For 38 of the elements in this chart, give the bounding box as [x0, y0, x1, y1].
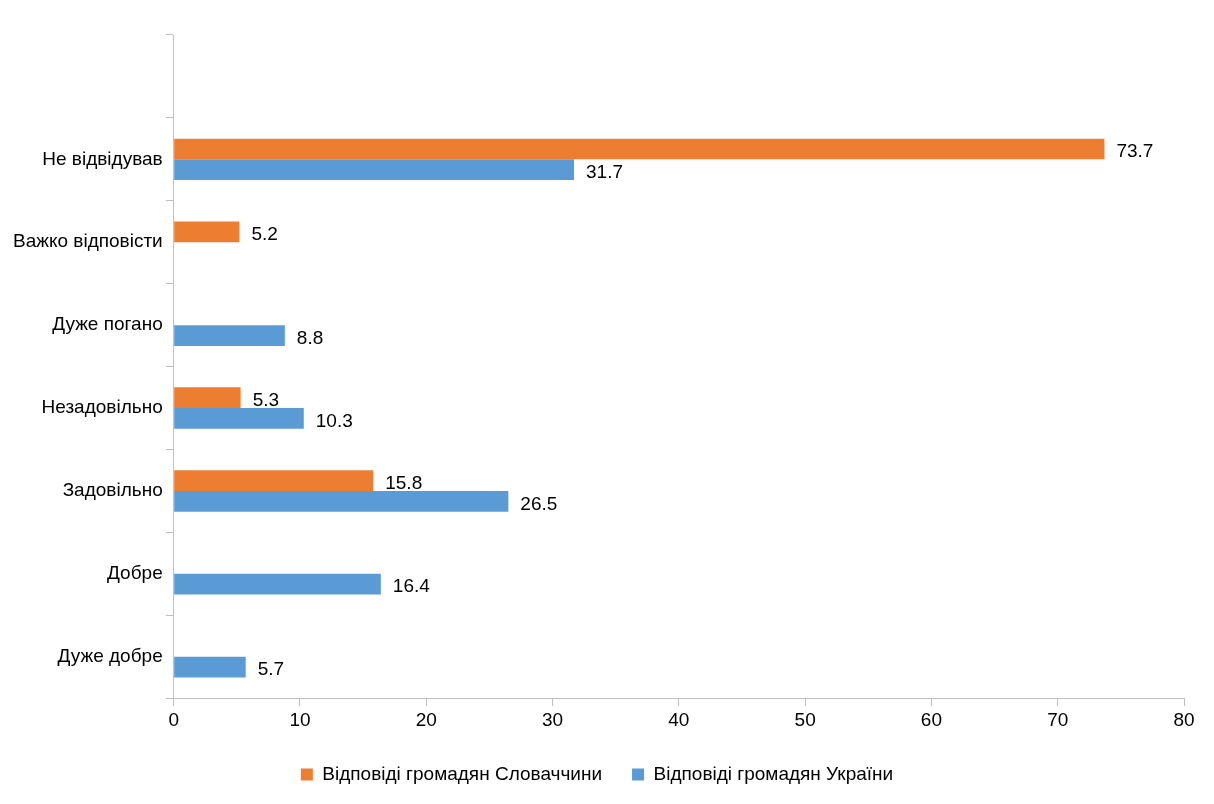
data-label: 16.4 [392, 575, 431, 597]
data-label: 26.5 [520, 492, 558, 514]
legend-label: Відповіді громадян Словаччини [322, 762, 603, 784]
y-tick-label: Дуже добре [57, 644, 163, 666]
bar [174, 470, 374, 491]
data-label: 73.7 [1116, 140, 1154, 162]
x-tick-label: 20 [415, 708, 437, 730]
y-tick-label: Добре [107, 562, 163, 584]
data-label: 5.2 [251, 223, 278, 245]
y-tick-label: Дуже погано [52, 313, 163, 335]
x-tick-label: 40 [668, 708, 690, 730]
data-label: 10.3 [315, 409, 353, 431]
bar [174, 573, 381, 595]
legend-label: Відповіді громадян України [653, 762, 894, 784]
y-tick-label: Незадовільно [41, 396, 163, 418]
y-tick-label: Задовільно [62, 479, 163, 501]
bar [174, 387, 241, 409]
bar [174, 325, 285, 346]
data-label: 5.3 [252, 388, 280, 410]
x-tick-label: 50 [794, 708, 816, 730]
x-tick-label: 80 [1173, 708, 1195, 730]
x-tick-label: 70 [1047, 708, 1069, 730]
bar [174, 490, 509, 512]
data-label: 15.8 [385, 471, 423, 493]
x-tick-label: 10 [289, 708, 311, 730]
x-tick-label: 30 [542, 708, 564, 730]
x-tick-label: 60 [920, 708, 942, 730]
bar [174, 138, 1105, 160]
data-label: 5.7 [257, 658, 285, 680]
data-label: 8.8 [296, 326, 324, 348]
bar [174, 159, 575, 181]
bar [174, 656, 246, 678]
y-tick-label: Не відвідував [42, 147, 163, 169]
y-tick-label: Важко відповісти [12, 230, 163, 252]
x-tick-label: 0 [168, 708, 179, 730]
data-label: 31.7 [586, 160, 624, 182]
bar [174, 221, 240, 243]
bar [174, 408, 304, 429]
